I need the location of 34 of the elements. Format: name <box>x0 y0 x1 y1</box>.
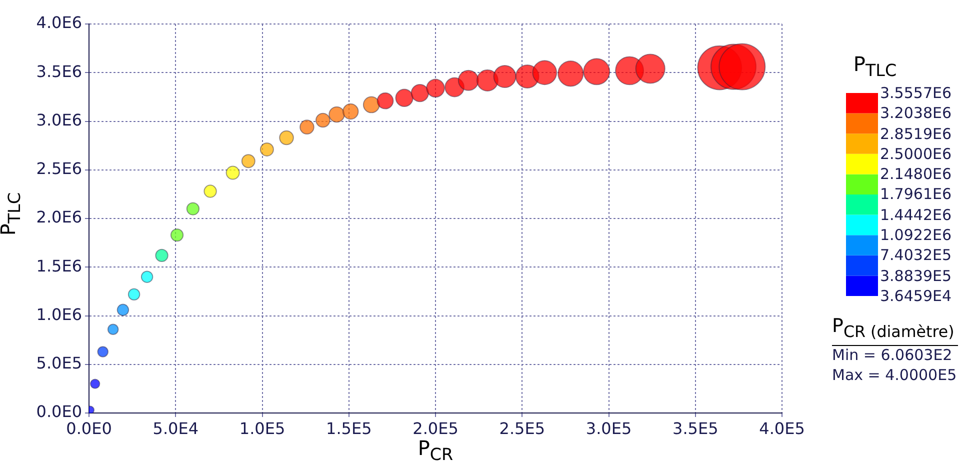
x-tick-label: 3.5E5 <box>672 418 718 438</box>
x-tick-label: 2.0E5 <box>412 418 458 438</box>
x-tick-label: 1.5E5 <box>326 418 372 438</box>
y-tick-label: 1.0E6 <box>36 304 82 324</box>
x-tick-label: 4.0E5 <box>759 418 805 438</box>
color-bar-label: 1.4442E6 <box>880 204 952 225</box>
color-bar-label: 2.8519E6 <box>880 124 952 144</box>
color-bar-label: 3.2038E6 <box>880 103 952 124</box>
color-bar-label: 2.5000E6 <box>880 144 952 164</box>
color-bar-label: 1.0922E6 <box>880 225 952 246</box>
color-bar-title: P$_{TLC}$ <box>852 52 898 80</box>
y-tick-label: 0.0E0 <box>36 402 82 422</box>
y-tick-label: 4.0E6 <box>36 13 82 32</box>
x-tick-label: 3.0E5 <box>586 418 632 438</box>
x-tick-label: 2.5E5 <box>499 418 545 438</box>
y-tick-label: 3.0E6 <box>36 110 82 130</box>
color-bar-label: 3.6459E4 <box>880 286 952 306</box>
y-tick-label: 1.5E6 <box>36 256 82 276</box>
text: P$_{CR (diamètre)}$ <box>832 313 958 346</box>
y-tick-label: 2.0E6 <box>36 208 82 227</box>
x-tick-label: 1.0E5 <box>239 418 286 438</box>
x-axis-title: P$_{CR}$ <box>416 436 454 464</box>
y-tick-label: 3.5E6 <box>36 62 82 81</box>
color-bar-label: 3.8839E5 <box>880 266 952 286</box>
x-tick-label: 0.0E0 <box>66 418 112 438</box>
color-bar-label: 7.4032E5 <box>880 245 952 266</box>
color-bar-label: 2.1480E6 <box>880 164 952 184</box>
text: Max = 4.0000E5 <box>832 365 957 385</box>
y-tick-label: 5.0E5 <box>36 354 82 373</box>
color-bar-label: 3.5557E6 <box>880 83 952 103</box>
text: Min = 6.0603E2 <box>832 345 952 365</box>
color-bar-label: 1.7961E6 <box>880 184 952 204</box>
y-tick-label: 2.5E6 <box>36 159 82 178</box>
x-tick-label: 5.0E4 <box>152 418 198 438</box>
